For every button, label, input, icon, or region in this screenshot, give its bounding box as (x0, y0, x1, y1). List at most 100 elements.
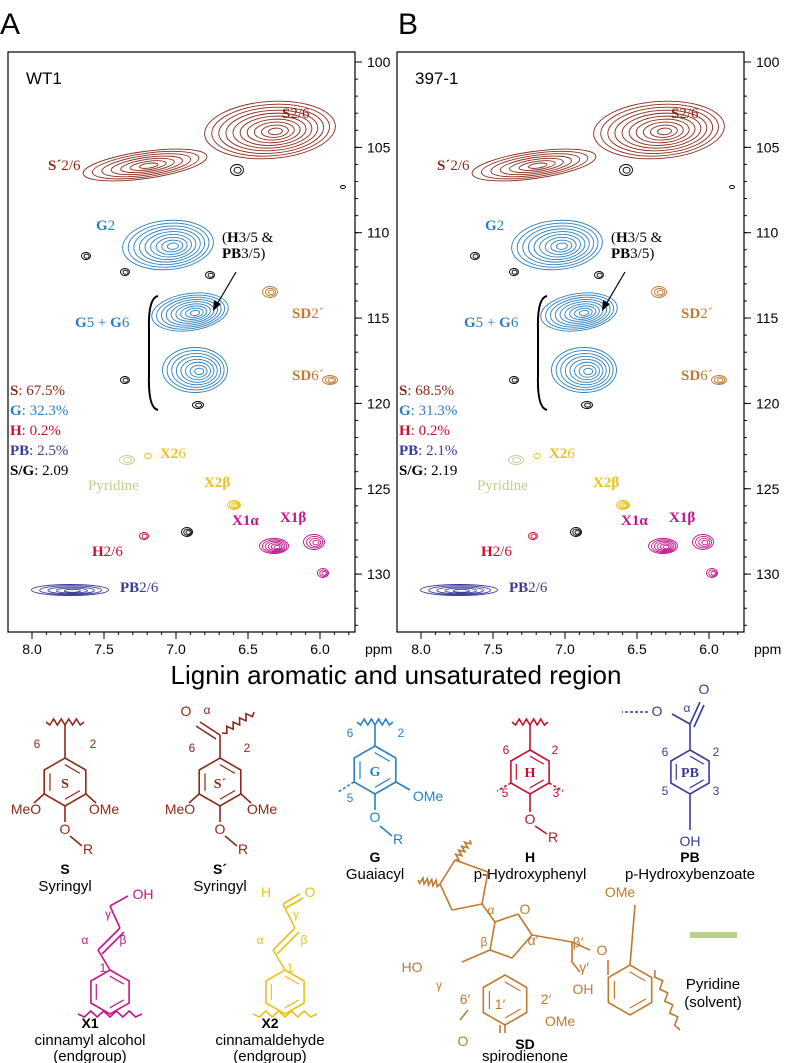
bond (629, 904, 636, 966)
composition-line: PB: 2.1% (399, 443, 457, 459)
cross-peak-contour (618, 501, 630, 510)
cross-peak-contour (123, 457, 133, 464)
wavy-bond (417, 875, 441, 889)
cross-peak-contour (695, 536, 713, 549)
cross-peak-contour (530, 533, 537, 539)
composition-key: S/G (399, 463, 424, 479)
cross-peak-contour (560, 352, 611, 388)
ring-inner (95, 975, 125, 1009)
cross-peak-contour (635, 118, 690, 144)
cross-peak-contour (656, 542, 673, 552)
atom-label: OMe (247, 801, 278, 817)
peak-label: G5 + G6 (464, 315, 519, 331)
cross-peak-contour (55, 587, 88, 594)
peak-label: G2 (96, 218, 115, 234)
peak-label: Pyridine (88, 478, 139, 494)
cross-peak-contour (600, 103, 719, 157)
bond (282, 903, 296, 929)
bond (481, 903, 496, 923)
cross-peak-contour (185, 530, 191, 535)
atom-label: OMe (413, 788, 444, 804)
ring (90, 969, 130, 1015)
cross-peak-contour (574, 530, 580, 535)
cross-peak-contour (581, 401, 593, 409)
cross-peak-contour (141, 533, 148, 539)
composition-value: : 2.5% (29, 443, 68, 459)
cross-peak-contour (550, 239, 573, 253)
y-tick-label: 115 (367, 310, 390, 326)
bond (481, 871, 489, 905)
cross-peak-contour (428, 585, 491, 596)
cross-peak-contour (138, 228, 201, 263)
peak-label-part: X2 (160, 446, 178, 462)
peak-label-part: 3/5) (630, 246, 654, 262)
peak-label-part: Pyridine (477, 478, 528, 494)
atom-label: 3 (553, 786, 560, 800)
cross-peak-contour (564, 303, 600, 322)
peak-label-part: G (110, 315, 122, 331)
wavy-bond (356, 717, 394, 727)
cross-peak-contour (166, 350, 225, 391)
peak-label-part: 2/6 (139, 580, 159, 596)
cross-peak-contour (509, 376, 519, 384)
cross-peak-contour (574, 361, 600, 381)
bond (109, 895, 129, 907)
atom-label: γ′ (579, 959, 589, 975)
cross-peak-contour (539, 234, 581, 258)
cross-peak-contour (204, 100, 336, 160)
bond (272, 949, 286, 971)
sample-name: 397-1 (415, 69, 458, 88)
y-tick-label: 125 (756, 481, 780, 497)
sample-name: WT1 (26, 69, 62, 88)
peak-label-part: X2β (593, 475, 619, 491)
peak-label: (H3/5 & (222, 230, 274, 246)
cross-peak-contour (511, 219, 603, 271)
cross-peak-contour (653, 540, 675, 553)
atom-label: 6 (189, 741, 196, 755)
cross-peak-contour (81, 252, 91, 260)
cross-peak-contour (583, 367, 594, 376)
atom-label: 6 (662, 745, 669, 759)
bond (97, 949, 111, 971)
composition-line: G: 31.3% (399, 403, 457, 419)
peak-label-part: SD (681, 306, 700, 322)
structure-name: (solvent) (684, 994, 742, 1011)
composition-value: : 32.3% (22, 403, 69, 419)
cross-peak-contour (490, 153, 581, 178)
peak-label-part: S´ (48, 158, 61, 174)
cross-peak-contour (231, 502, 240, 509)
cross-peak-contour (211, 103, 330, 157)
wavy-bond (453, 839, 472, 861)
peak-label-part: 2 (497, 218, 505, 234)
bond (379, 825, 393, 837)
cross-peak-contour (267, 542, 284, 552)
x-tick-label: 6.0 (699, 641, 719, 657)
cross-peak-contour (253, 121, 295, 141)
atom-label: 6 (347, 726, 354, 740)
cross-peak-contour (511, 269, 518, 275)
atom-label: O (60, 821, 71, 837)
cross-peak-contour (509, 157, 564, 174)
bond (689, 701, 701, 725)
cross-peak-contour (628, 115, 696, 146)
panel-letter: A (0, 8, 20, 41)
bond (671, 713, 691, 725)
composition-value: : 2.1% (418, 443, 457, 459)
structure-name: spirodienone (482, 1048, 568, 1063)
peak-label: X1β (280, 510, 306, 526)
arrow-head (602, 300, 610, 311)
peak-label-part: 5 + (476, 315, 499, 331)
structure-name: p-Hydroxybenzoate (625, 866, 755, 883)
wavy-bond (45, 717, 85, 727)
bond (85, 793, 97, 804)
peak-label: X26 (160, 446, 186, 462)
cross-peak-contour (569, 305, 597, 320)
cross-peak-contour (225, 109, 319, 152)
peak-label-part: 6 (178, 446, 186, 462)
bond (195, 725, 217, 740)
structure-name: Syringyl (193, 878, 246, 895)
cross-peak-contour (110, 155, 183, 176)
cross-peak-contour (578, 364, 597, 378)
cross-peak-contour (706, 568, 718, 578)
